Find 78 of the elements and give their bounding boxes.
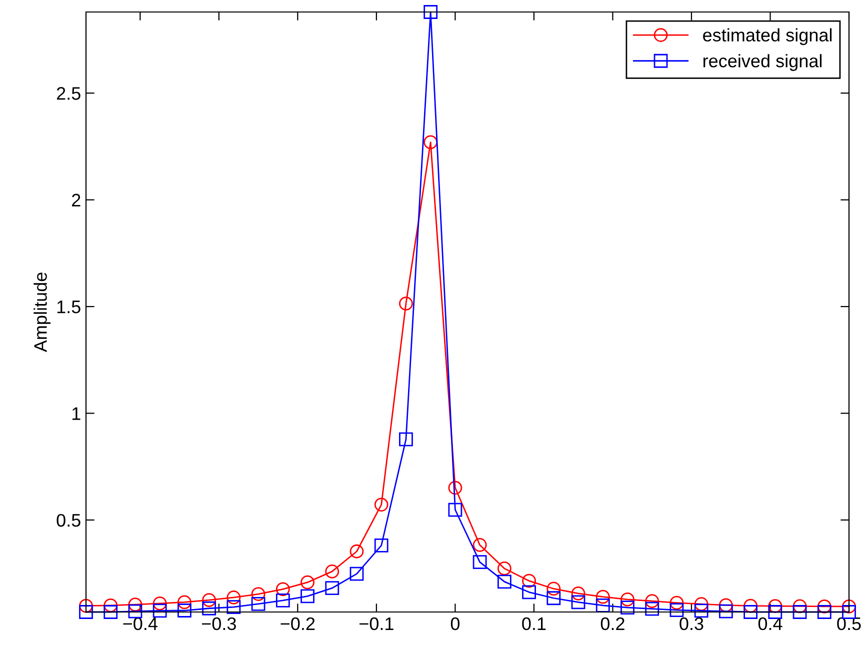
point <box>472 555 487 569</box>
x-tick-label: −0.3 <box>202 617 236 630</box>
point <box>399 296 413 311</box>
point <box>300 589 314 604</box>
point <box>744 598 758 613</box>
point <box>718 598 733 612</box>
point <box>448 502 462 517</box>
point <box>596 598 610 612</box>
point <box>768 599 782 613</box>
point <box>694 604 708 618</box>
point <box>276 594 290 608</box>
point <box>128 598 142 612</box>
x-tick-label: 0.2 <box>600 617 624 630</box>
point <box>251 596 266 611</box>
y-axis-title: Amplitude <box>34 272 50 352</box>
point <box>350 544 364 558</box>
point <box>522 585 536 600</box>
point <box>472 538 487 552</box>
point <box>424 5 438 19</box>
point <box>546 582 561 596</box>
point <box>128 604 142 618</box>
point <box>104 605 118 619</box>
y-tick-label: 1 <box>72 407 80 420</box>
point <box>399 432 413 446</box>
point <box>620 600 634 614</box>
point <box>694 597 708 612</box>
point <box>374 498 388 512</box>
point <box>276 582 290 596</box>
point <box>104 598 118 612</box>
point <box>300 575 314 590</box>
x-tick-label: −0.1 <box>360 617 394 630</box>
point <box>251 587 266 602</box>
point <box>546 591 561 606</box>
point <box>596 590 610 604</box>
point <box>152 604 167 618</box>
point <box>645 594 660 608</box>
y-tick-label: 1.5 <box>57 300 80 314</box>
point <box>325 581 340 596</box>
point <box>152 596 167 610</box>
point <box>522 574 536 588</box>
point <box>670 596 684 610</box>
point <box>792 605 807 619</box>
point <box>178 595 192 610</box>
point <box>325 564 340 578</box>
point <box>79 598 93 613</box>
x-tick-label: 0.1 <box>522 617 546 630</box>
point <box>817 600 832 614</box>
point <box>645 602 660 616</box>
y-tick-label: 2 <box>72 194 80 206</box>
point <box>571 595 586 610</box>
point <box>448 480 462 495</box>
point <box>202 593 216 607</box>
point <box>374 538 388 552</box>
point <box>350 566 364 581</box>
point <box>497 562 512 576</box>
point <box>817 605 832 619</box>
x-tick-label: −0.2 <box>280 617 315 630</box>
point <box>571 586 586 600</box>
point <box>202 601 216 616</box>
y-tick-label: 0.5 <box>56 514 80 527</box>
x-tick-label: 0.4 <box>758 617 782 630</box>
point <box>424 135 438 150</box>
point <box>792 599 807 614</box>
point <box>226 590 241 604</box>
x-tick-label: 0 <box>450 617 460 630</box>
point <box>718 604 733 618</box>
x-tick-label: 0.3 <box>680 617 704 630</box>
point <box>178 604 192 618</box>
point <box>79 605 93 619</box>
legend-label: received signal <box>703 54 822 71</box>
y-tick-label: 2.5 <box>56 87 80 100</box>
point <box>744 605 758 619</box>
point <box>620 592 634 606</box>
legend-label: estimated signal <box>703 28 832 46</box>
point <box>670 603 684 618</box>
x-tick-label: −0.4 <box>123 617 158 630</box>
point <box>497 574 512 589</box>
point <box>226 600 241 614</box>
